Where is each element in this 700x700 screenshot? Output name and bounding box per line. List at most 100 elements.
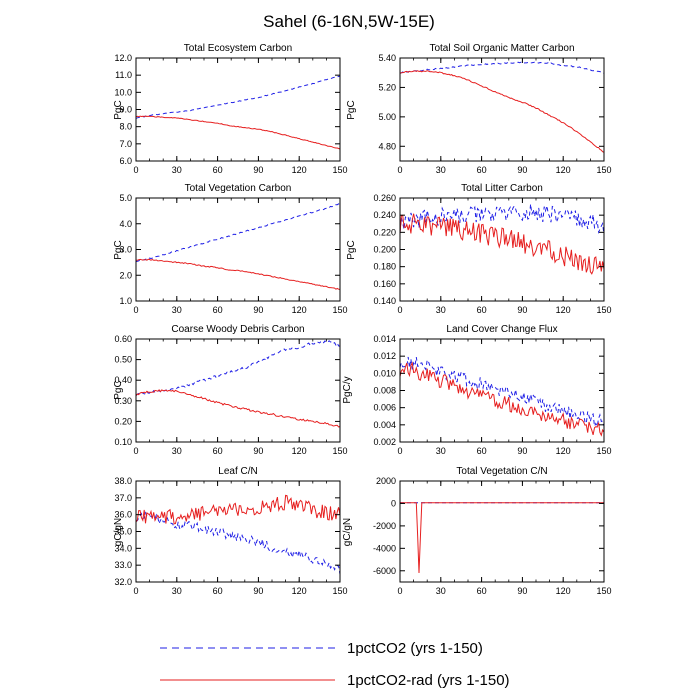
x-tick-label: 60 [213, 586, 223, 596]
legend: 1pctCO2 (yrs 1-150) 1pctCO2-rad (yrs 1-1… [160, 640, 510, 689]
x-tick-label: 120 [292, 446, 307, 456]
y-tick-label: 0 [391, 498, 396, 508]
y-tick-label: 0.60 [114, 334, 132, 344]
y-tick-label: 4.0 [119, 219, 132, 229]
x-tick-label: 30 [172, 586, 182, 596]
y-tick-label: 0.180 [373, 262, 396, 272]
series-1pctco2-line [135, 203, 341, 263]
y-tick-label: 33.0 [114, 560, 132, 570]
y-tick-label: 5.20 [378, 82, 396, 92]
panel-leaf-cn: Leaf C/N gC/gN 0 30 60 90 120 150 32.0 33.0 34.0… [113, 466, 348, 596]
x-tick-label: 120 [556, 165, 571, 175]
y-tick-label: 0.40 [114, 375, 132, 385]
y-tick-label: 1.0 [119, 296, 132, 306]
x-tick-label: 0 [133, 305, 138, 315]
legend-label-1pctco2-rad: 1pctCO2-rad (yrs 1-150) [347, 672, 510, 689]
panel-title: Total Vegetation Carbon [185, 183, 292, 194]
y-tick-label: 9.0 [119, 105, 132, 115]
panel-title: Total Soil Organic Matter Carbon [429, 43, 574, 54]
y-tick-label: 0.140 [373, 296, 396, 306]
y-tick-label: 0.014 [373, 334, 396, 344]
panel-title: Total Ecosystem Carbon [184, 43, 292, 54]
plot-frame [135, 197, 341, 302]
y-tick-label: 2000 [376, 476, 396, 486]
x-tick-label: 150 [332, 165, 347, 175]
plot-frame [399, 480, 605, 583]
y-tick-label: -4000 [373, 543, 396, 553]
x-tick-label: 90 [517, 586, 527, 596]
y-tick-label: 5.40 [378, 53, 396, 63]
y-tick-label: 0.220 [373, 227, 396, 237]
y-tick-label: 35.0 [114, 527, 132, 537]
y-tick-label: 32.0 [114, 577, 132, 587]
y-tick-label: 37.0 [114, 493, 132, 503]
x-tick-label: 90 [253, 165, 263, 175]
x-tick-label: 90 [517, 305, 527, 315]
plot-frame [135, 480, 341, 583]
panel-land-cover-change-flux: Land Cover Change Flux PgC/y 0 30 60 90 120 1… [342, 324, 612, 456]
panel-total-vegetation-cn: Total Vegetation C/N gC/gN 0 30 60 90 120 150… [342, 466, 612, 596]
y-tick-label: -2000 [373, 521, 396, 531]
figure-title: Sahel (6-16N,5W-15E) [263, 12, 435, 31]
x-tick-label: 90 [517, 446, 527, 456]
y-tick-label: 4.80 [378, 141, 396, 151]
x-tick-label: 150 [596, 305, 611, 315]
y-tick-label: 38.0 [114, 476, 132, 486]
y-tick-label: 0.002 [373, 437, 396, 447]
x-tick-label: 30 [436, 446, 446, 456]
x-tick-label: 150 [332, 446, 347, 456]
x-tick-label: 0 [397, 446, 402, 456]
y-tick-label: 0.008 [373, 386, 396, 396]
y-tick-label: 11.0 [115, 70, 132, 80]
x-tick-label: 60 [477, 446, 487, 456]
y-axis-label: gC/gN [342, 518, 353, 546]
y-tick-label: 0.200 [373, 245, 396, 255]
x-tick-label: 0 [133, 165, 138, 175]
x-tick-label: 150 [596, 446, 611, 456]
y-axis-label: gC/gN [113, 518, 124, 546]
y-tick-label: 0.20 [114, 416, 132, 426]
x-tick-label: 90 [517, 165, 527, 175]
plot-area: 0 30 60 90 120 150 4.80 5.00 5.20 5.40 [378, 53, 611, 175]
y-tick-label: 8.0 [119, 122, 132, 132]
x-tick-label: 0 [133, 586, 138, 596]
y-tick-label: 0.10 [114, 437, 132, 447]
series-1pctco2-rad-line [135, 115, 341, 150]
plot-frame [135, 57, 341, 162]
series-1pctco2-line [399, 356, 605, 428]
series-1pctco2-line [135, 340, 341, 397]
y-axis-label: PgC/y [342, 376, 353, 403]
x-tick-label: 120 [292, 586, 307, 596]
y-tick-label: 6.0 [119, 156, 132, 166]
y-axis-label: PgC [113, 240, 124, 259]
x-tick-label: 120 [556, 446, 571, 456]
y-tick-label: 10.0 [114, 87, 132, 97]
series-1pctco2-rad-line [399, 361, 605, 437]
panel-title: Total Vegetation C/N [456, 466, 547, 477]
x-tick-label: 60 [477, 586, 487, 596]
panel-coarse-woody-debris-carbon: Coarse Woody Debris Carbon PgC 0 30 60 90 12… [113, 324, 348, 456]
series-1pctco2-line [135, 511, 341, 575]
panel-total-ecosystem-carbon: Total Ecosystem Carbon PgC 0 30 60 90 120 150… [113, 43, 348, 175]
plot-area: 0 30 60 90 120 150 0.002 0.004 0.006 0.008 0.010 0.… [373, 334, 611, 456]
x-tick-label: 0 [397, 165, 402, 175]
series-1pctco2-rad-line [135, 494, 341, 525]
y-tick-label: 0.50 [114, 355, 132, 365]
x-tick-label: 30 [172, 305, 182, 315]
panel-title: Total Litter Carbon [461, 183, 543, 194]
x-tick-label: 90 [253, 586, 263, 596]
y-tick-label: 0.012 [373, 351, 396, 361]
x-tick-label: 150 [596, 586, 611, 596]
series-1pctco2-rad-line [399, 213, 605, 275]
panel-title: Coarse Woody Debris Carbon [171, 324, 304, 335]
y-tick-label: 5.00 [378, 112, 396, 122]
series-1pctco2-rad-line [400, 502, 604, 574]
panel-total-litter-carbon: Total Litter Carbon PgC 0 30 60 90 120 150 0.1… [346, 183, 612, 315]
panel-title: Leaf C/N [218, 466, 257, 477]
x-tick-label: 90 [253, 305, 263, 315]
x-tick-label: 0 [397, 305, 402, 315]
series-1pctco2-line [135, 75, 341, 119]
series-1pctco2-rad-line [135, 258, 341, 290]
x-tick-label: 30 [436, 305, 446, 315]
